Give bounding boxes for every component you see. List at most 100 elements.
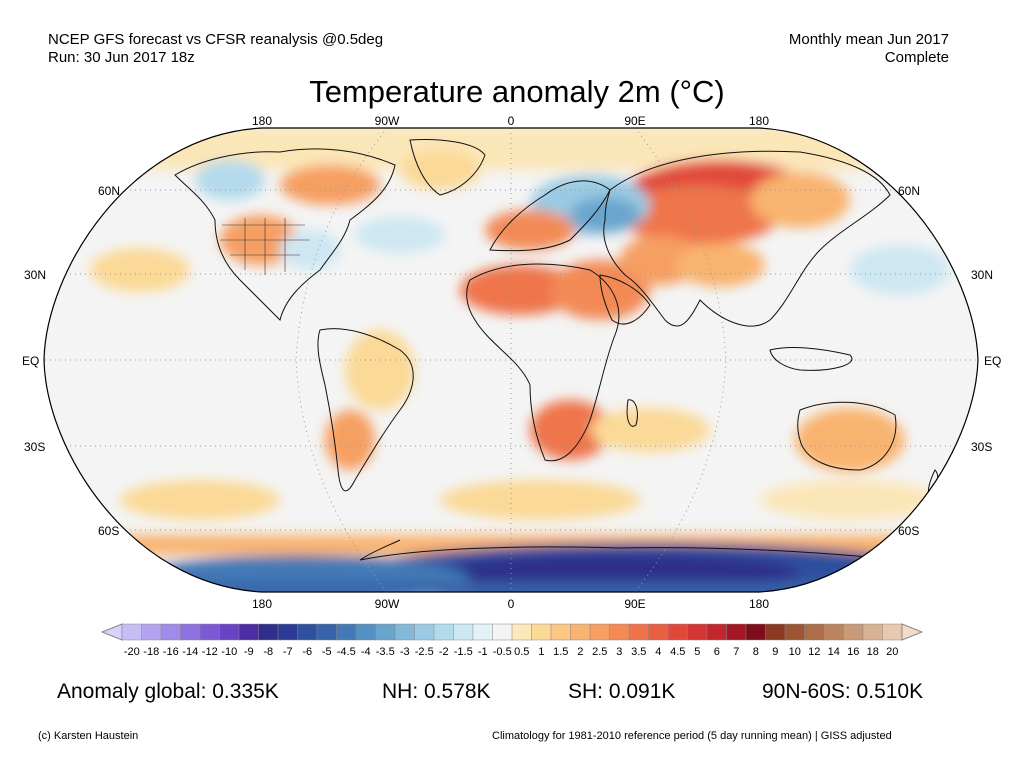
colorbar-tick-label: 1.5	[553, 646, 569, 658]
colorbar-cell	[726, 623, 747, 641]
us-state-borders	[220, 218, 310, 275]
graticule	[44, 128, 978, 592]
colorbar-cell	[687, 623, 708, 641]
antarctic-peninsula-outline	[359, 539, 401, 561]
colorbar-tick-label: -2	[438, 646, 449, 658]
colorbar-tick-label: 14	[827, 646, 840, 658]
colorbar-cell	[453, 623, 474, 641]
lat-label-left-30n: 30N	[24, 268, 47, 282]
colorbar-cell	[414, 623, 435, 641]
colorbar-tick-label: -5	[321, 646, 332, 658]
maritime-continent-outline	[769, 347, 853, 371]
map-title: Temperature anomaly 2m (°C)	[309, 74, 725, 109]
colorbar-cell	[355, 623, 376, 641]
colorbar-tick-label: -6	[302, 646, 313, 658]
greenland-outline	[409, 139, 486, 196]
globe-outline	[43, 127, 979, 593]
colorbar-cell	[258, 623, 279, 641]
lat-label-left-60s: 60S	[98, 524, 120, 538]
colorbar-cell	[180, 623, 201, 641]
colorbar-cell	[628, 623, 649, 641]
run-time: Run: 30 Jun 2017 18z	[48, 49, 195, 66]
colorbar-tick-label: 3.5	[631, 646, 647, 658]
colorbar-cell	[160, 623, 181, 641]
lat-label-right-30n: 30N	[971, 268, 994, 282]
colorbar-tick-label: 12	[808, 646, 821, 658]
arabia-outline	[599, 274, 651, 325]
lat-label-left-30s: 30S	[24, 440, 46, 454]
colorbar-cell	[609, 623, 630, 641]
colorbar-tick-label: 9	[772, 646, 779, 658]
colorbar-cell	[862, 623, 883, 641]
colorbar-tick-label: 16	[847, 646, 860, 658]
header-left: NCEP GFS forecast vs CFSR reanalysis @0.…	[48, 31, 383, 67]
colorbar-cell	[394, 623, 415, 641]
colorbar-tick-label: -4	[360, 646, 371, 658]
colorbar-low-arrow	[100, 623, 123, 641]
footer-climatology-note: Climatology for 1981-2010 reference peri…	[492, 730, 892, 742]
lon-label-bottom-2: 0	[507, 597, 515, 611]
colorbar-tick-label: 1	[538, 646, 545, 658]
colorbar-high-arrow	[901, 623, 924, 641]
colorbar-tick-label: 3	[616, 646, 623, 658]
header-right: Monthly mean Jun 2017 Complete	[789, 31, 949, 67]
lon-label-top-3: 90E	[624, 114, 646, 128]
colorbar-cell	[433, 623, 454, 641]
colorbar-tick-label: -1.5	[453, 646, 473, 658]
colorbar-tick-label: 4	[655, 646, 662, 658]
colorbar-tick-label: 0.5	[514, 646, 530, 658]
colorbar-tick-label: -12	[201, 646, 218, 658]
stat-sh-anomaly: SH: 0.091K	[568, 680, 676, 703]
colorbar-tick-label: 20	[886, 646, 899, 658]
colorbar-cell	[765, 623, 786, 641]
period-label: Monthly mean Jun 2017	[788, 31, 949, 48]
colorbar-cell	[531, 623, 552, 641]
colorbar-cell	[843, 623, 864, 641]
colorbar-cell	[667, 623, 688, 641]
colorbar-tick-label: -18	[143, 646, 160, 658]
colorbar-cell	[277, 623, 298, 641]
lat-label-right-60s: 60S	[898, 524, 920, 538]
lon-label-top-1: 90W	[374, 114, 400, 128]
colorbar-tick-label: -9	[243, 646, 254, 658]
colorbar-cell	[589, 623, 610, 641]
colorbar-tick-label: 4.5	[670, 646, 686, 658]
colorbar-tick-label: 10	[788, 646, 801, 658]
lon-label-top-4: 180	[748, 114, 770, 128]
colorbar-cell	[316, 623, 337, 641]
lon-label-bottom-3: 90E	[624, 597, 646, 611]
lon-label-top-2: 0	[507, 114, 515, 128]
madagascar-outline	[626, 399, 638, 427]
colorbar-tick-label: -20	[123, 646, 140, 658]
colorbar-tick-label: 2.5	[592, 646, 608, 658]
colorbar-cell	[297, 623, 318, 641]
colorbar-cell	[570, 623, 591, 641]
colorbar-cell	[238, 623, 259, 641]
coastlines	[174, 139, 939, 561]
africa-outline	[466, 263, 620, 462]
colorbar-tick-label: 7	[733, 646, 740, 658]
lat-label-right-60n: 60N	[898, 184, 921, 198]
colorbar-tick-label: -16	[162, 646, 179, 658]
colorbar-tick-label: -3.5	[375, 646, 395, 658]
stat-nh-anomaly: NH: 0.578K	[382, 680, 491, 703]
stat-90n-60s-anomaly: 90N-60S: 0.510K	[762, 680, 924, 703]
colorbar-tick-label: -3	[399, 646, 410, 658]
colorbar-tick-label: -10	[221, 646, 238, 658]
colorbar-tick-label: -14	[182, 646, 199, 658]
lon-label-bottom-4: 180	[748, 597, 770, 611]
colorbar-tick-label: 18	[866, 646, 879, 658]
colorbar-tick-label: -2.5	[414, 646, 434, 658]
north-america-outline	[174, 148, 396, 321]
colorbar-cell	[375, 623, 396, 641]
colorbar-cell	[492, 623, 513, 641]
colorbar-cell	[648, 623, 669, 641]
colorbar-cell	[336, 623, 357, 641]
colorbar-cell	[882, 623, 903, 641]
colorbar-cell	[823, 623, 844, 641]
colorbar-tick-label: -7	[282, 646, 293, 658]
lat-label-right-30s: 30S	[971, 440, 993, 454]
colorbar-tick-label: -0.5	[492, 646, 512, 658]
colorbar-tick-label: 6	[713, 646, 720, 658]
